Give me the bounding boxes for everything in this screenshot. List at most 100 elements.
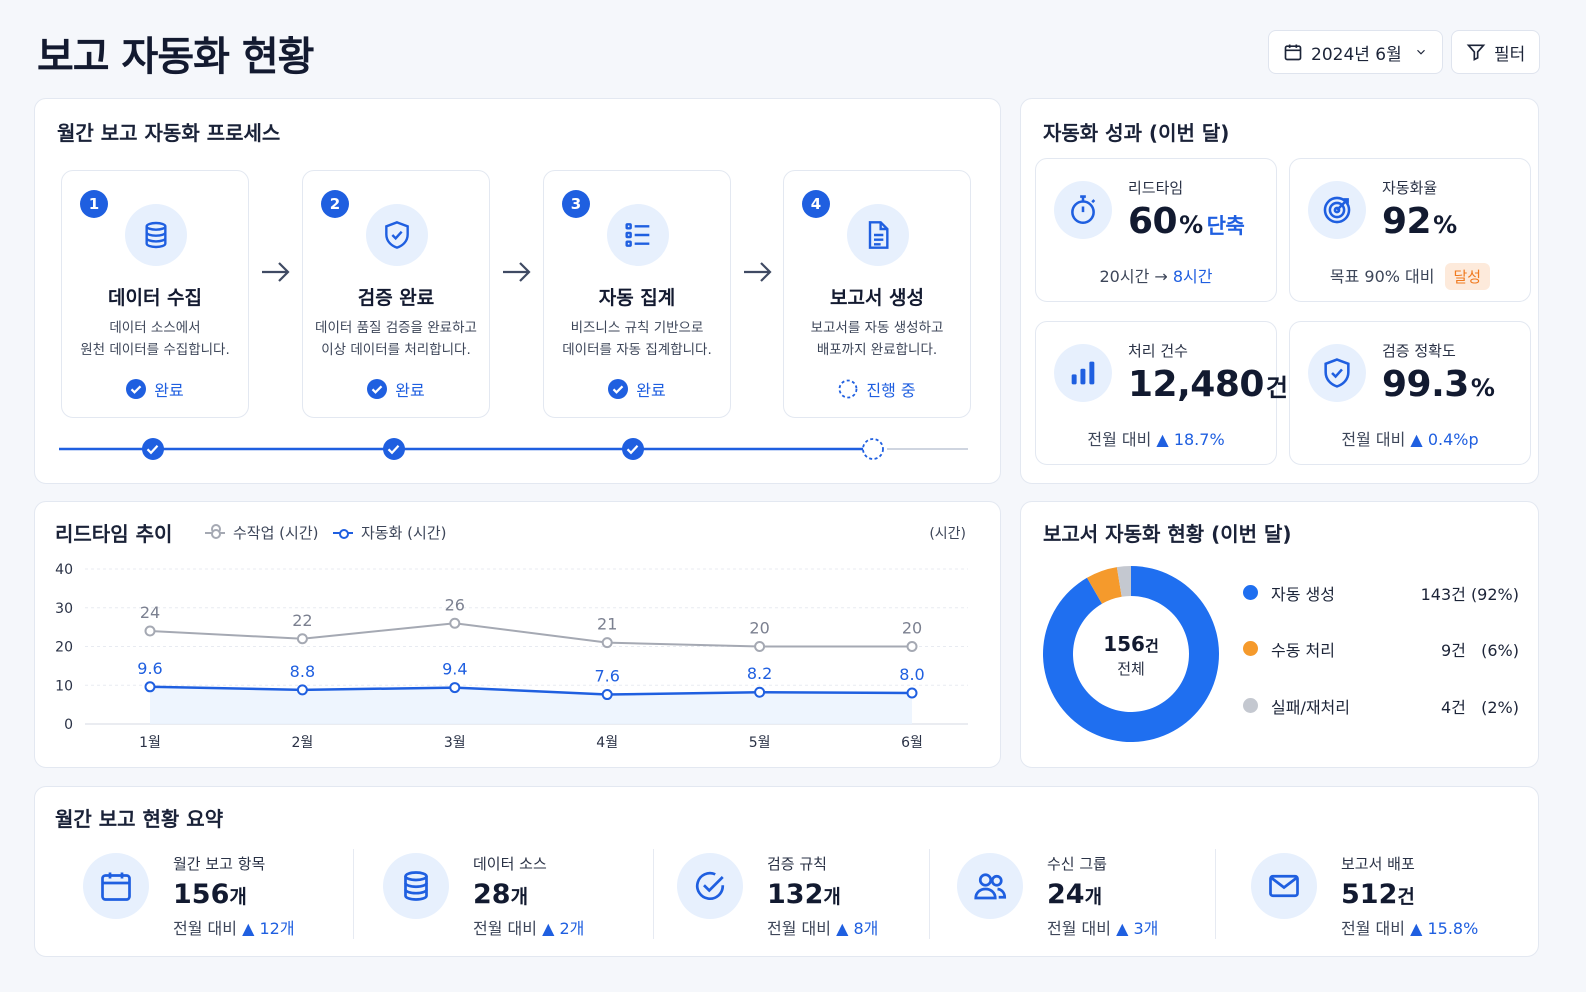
step-number: 2 (321, 190, 349, 218)
x-tick-label: 2월 (292, 735, 314, 751)
list-icon (607, 204, 669, 266)
step-title: 검증 완료 (357, 287, 435, 309)
donut-center-value: 156건 (1103, 632, 1159, 656)
step-status: 진행 중 (784, 377, 970, 401)
filter-button[interactable]: 필터 (1451, 30, 1541, 74)
data-label-auto: 8.8 (290, 662, 315, 681)
status-badge: 달성 (1444, 263, 1491, 290)
data-point-auto (449, 682, 461, 694)
x-tick-label: 3월 (444, 735, 466, 751)
legend-manual-processed: 수동 처리 9건 (6%) (1243, 637, 1519, 661)
legend-dot (1243, 698, 1258, 713)
divider (353, 849, 354, 939)
kpi-validation-accuracy: 검증 정확도 99.3% 전월 대비 ▲ 0.4%p (1289, 321, 1531, 465)
data-point-auto (144, 681, 156, 693)
process-title: 월간 보고 자동화 프로세스 (57, 121, 281, 145)
check-circle-icon (367, 379, 388, 399)
kpi-value: 92% (1382, 201, 1457, 242)
data-point-manual (296, 633, 308, 645)
legend-dot (1243, 641, 1258, 656)
data-label-manual: 26 (445, 595, 465, 614)
data-point-auto (296, 684, 308, 696)
summary-title: 월간 보고 현황 요약 (55, 807, 224, 831)
data-label-manual: 24 (140, 603, 160, 622)
arrow-right-icon (744, 262, 772, 282)
data-point-auto (601, 689, 613, 701)
filter-icon (1466, 44, 1486, 61)
process-step-3[interactable]: 3 자동 집계 비즈니스 규칙 기반으로 데이터를 자동 집계합니다. 완료 (543, 170, 731, 418)
stopwatch-icon (1054, 181, 1112, 239)
document-icon (847, 204, 909, 266)
kpi-automation-rate: 자동화율 92% 목표 90% 대비 달성 (1289, 158, 1531, 302)
kpi-footnote: 20시간 → 8시간 (1099, 267, 1213, 286)
y-tick-label: 30 (55, 601, 73, 617)
date-picker-button[interactable]: 2024년 6월 (1268, 30, 1443, 74)
database-icon (383, 853, 449, 919)
donut-chart (1043, 566, 1220, 742)
process-step-2[interactable]: 2 검증 완료 데이터 품질 검증을 완료하고 이상 데이터를 처리합니다. 완료 (302, 170, 490, 418)
step-status: 완료 (303, 377, 489, 401)
report-status-title: 보고서 자동화 현황 (이번 달) (1043, 522, 1292, 546)
y-tick-label: 0 (64, 717, 73, 733)
kpi-value: 99.3% (1382, 364, 1495, 405)
progress-node-done (622, 438, 644, 460)
x-tick-label: 4월 (596, 735, 618, 751)
step-title: 자동 집계 (598, 287, 676, 309)
step-description: 데이터 품질 검증을 완료하고 이상 데이터를 처리합니다. (315, 320, 477, 358)
leadtime-line-chart: 0 10 20 30 40 1월 2월 3월 4월 5월 6월 24 22 26 21 20 20 9.6 8.8 9… (55, 562, 968, 751)
chevron-down-icon (1416, 49, 1425, 55)
data-point-manual (144, 625, 156, 637)
y-tick-label: 10 (55, 678, 73, 694)
data-point-manual (906, 641, 918, 652)
process-step-1[interactable]: 1 데이터 수집 데이터 소스에서 원천 데이터를 수집합니다. 완료 (61, 170, 249, 418)
legend-swatch-auto (333, 527, 353, 539)
bar-chart-icon (1054, 344, 1112, 402)
target-icon (1308, 181, 1366, 239)
step-number: 1 (80, 190, 108, 218)
kpi-footnote: 전월 대비 ▲ 18.7% (1087, 430, 1225, 449)
data-label-auto: 9.4 (442, 660, 467, 679)
progress-node-done (383, 438, 405, 460)
step-description: 비즈니스 규칙 기반으로 데이터를 자동 집계합니다. (562, 320, 712, 358)
y-tick-label: 20 (55, 640, 73, 656)
data-point-auto (754, 686, 766, 698)
step-number: 4 (802, 190, 830, 218)
data-label-auto: 7.6 (594, 667, 619, 686)
x-tick-label: 6월 (901, 735, 923, 751)
divider (653, 849, 654, 939)
kpi-processed-count: 처리 건수 12,480건 전월 대비 ▲ 18.7% (1035, 321, 1288, 465)
data-label-manual: 22 (292, 611, 312, 630)
leadtime-title: 리드타임 추이 (55, 522, 173, 546)
process-step-4[interactable]: 4 보고서 생성 보고서를 자동 생성하고 배포까지 완료합니다. 진행 중 (783, 170, 971, 418)
kpi-footnote: 전월 대비 ▲ 0.4%p (1341, 430, 1479, 449)
legend-dot (1243, 585, 1258, 600)
data-label-auto: 8.0 (899, 665, 924, 684)
legend-manual-item: 수작업 (시간) (205, 522, 318, 543)
series-area-auto (150, 686, 912, 724)
kpi-label: 리드타임 (1128, 179, 1184, 197)
shield-check-icon (1308, 344, 1366, 402)
check-circle-icon (677, 853, 743, 919)
progress-track (59, 438, 968, 460)
donut-center: 156건 전체 (1041, 632, 1221, 679)
arrow-right-icon (503, 262, 531, 282)
kpi-label: 검증 정확도 (1382, 342, 1456, 360)
check-circle-icon (126, 379, 147, 399)
filter-label: 필터 (1494, 44, 1526, 65)
summary-card: 월간 보고 현황 요약 월간 보고 항목 156개 전월 대비 ▲ 12개 데이… (34, 786, 1539, 957)
step-number: 3 (562, 190, 590, 218)
data-label-manual: 21 (597, 615, 617, 634)
kpi-footnote: 목표 90% 대비 달성 (1290, 263, 1530, 290)
step-description: 데이터 소스에서 원천 데이터를 수집합니다. (80, 320, 230, 358)
chart-unit-label: (시간) (929, 526, 966, 542)
kpi-label: 자동화율 (1382, 179, 1438, 197)
divider (1215, 849, 1216, 939)
progress-node-done (142, 438, 164, 460)
donut-slice-3 (1116, 566, 1131, 597)
donut-slice-2 (1087, 567, 1122, 604)
data-point-manual (449, 617, 461, 629)
legend-auto-generated: 자동 생성 143건 (92%) (1243, 581, 1519, 605)
data-label-manual: 20 (749, 619, 769, 638)
data-label-manual: 20 (902, 619, 922, 638)
donut-slice-1 (1043, 566, 1220, 742)
